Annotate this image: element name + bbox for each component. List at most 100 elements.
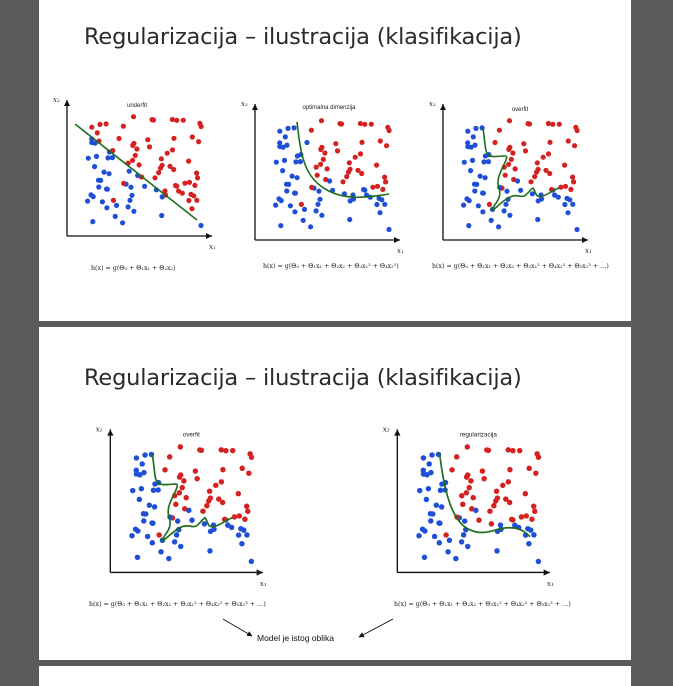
point-class-b [464, 444, 471, 450]
point-class-a [531, 532, 537, 538]
point-class-b [512, 166, 518, 172]
point-class-a [280, 144, 286, 150]
decision-boundary [438, 452, 531, 538]
point-class-a [289, 173, 295, 179]
point-class-b [132, 152, 138, 158]
y-axis-label: x₂ [53, 96, 60, 104]
point-class-b [103, 121, 109, 127]
point-class-a [129, 533, 135, 539]
point-class-b [156, 170, 162, 176]
x-axis-arrow [394, 237, 400, 243]
point-class-b [134, 146, 140, 152]
point-class-a [526, 541, 532, 547]
point-class-a [189, 517, 195, 523]
point-class-a [136, 496, 143, 503]
point-class-b [492, 139, 498, 146]
point-class-a [166, 555, 172, 562]
point-class-a [238, 525, 244, 532]
point-class-b [196, 139, 202, 145]
decision-boundary [482, 127, 560, 212]
point-class-a [146, 502, 153, 508]
point-class-b [182, 180, 188, 186]
point-class-b [244, 503, 250, 509]
point-class-a [473, 125, 479, 131]
x-axis-label: x₁ [209, 243, 216, 251]
point-class-a [469, 157, 476, 163]
point-class-b [247, 451, 253, 457]
point-class-b [230, 447, 236, 454]
point-class-b [186, 197, 192, 204]
point-class-a [278, 223, 284, 229]
point-class-a [422, 528, 428, 534]
point-class-b [500, 482, 506, 489]
point-class-a [286, 181, 292, 187]
point-class-b [324, 166, 330, 172]
point-class-b [476, 517, 482, 523]
point-class-a [142, 452, 148, 458]
y-axis-label: x₂ [383, 424, 390, 433]
point-class-a [570, 201, 576, 207]
note-same-model: Model je istog oblika [257, 633, 335, 643]
point-class-a [104, 205, 110, 211]
point-class-b [518, 514, 525, 520]
point-class-b [517, 447, 523, 454]
point-class-a [482, 175, 488, 181]
plot-overfit-2: x₂ x₁ overfit [96, 424, 267, 588]
point-class-b [235, 490, 242, 497]
point-class-b [470, 494, 476, 501]
point-class-a [424, 472, 430, 478]
point-class-a [420, 455, 427, 461]
point-class-a [458, 539, 465, 545]
point-class-a [308, 224, 314, 230]
point-class-a [446, 537, 453, 543]
x-axis-arrow [206, 233, 212, 239]
point-class-b [308, 127, 314, 133]
point-class-a [112, 213, 118, 219]
point-class-a [461, 202, 467, 208]
point-class-b [318, 161, 324, 167]
slide-title: Regularizacija – ilustracija (klasifikac… [84, 24, 522, 50]
point-class-b [130, 114, 137, 120]
point-class-b [508, 516, 515, 523]
point-class-b [189, 134, 195, 140]
point-class-b [573, 124, 579, 130]
point-class-b [572, 143, 578, 149]
point-class-b [181, 478, 187, 484]
point-class-a [135, 528, 141, 534]
point-class-a [426, 461, 432, 467]
point-class-a [141, 518, 147, 524]
panel-label: overfit [183, 432, 200, 439]
point-class-a [515, 178, 521, 184]
point-class-a [144, 533, 151, 540]
point-class-a [235, 532, 242, 538]
point-class-a [438, 504, 445, 510]
point-class-a [316, 188, 322, 194]
point-class-a [293, 159, 299, 165]
point-class-a [535, 216, 541, 223]
point-class-a [377, 210, 383, 216]
panel-label: underfit [127, 103, 147, 109]
formula-overfit-2: h(x) = g(Θ₀ + Θ₁x₁ + Θ₂x₂ + Θ₃x₁² + Θ₄x₂… [89, 601, 266, 608]
point-class-b [179, 484, 185, 491]
point-class-a [106, 171, 112, 177]
point-class-a [248, 558, 255, 565]
point-class-b [116, 135, 122, 142]
point-class-b [494, 495, 501, 501]
point-class-b [506, 161, 512, 167]
point-class-b [97, 121, 103, 127]
point-class-b [506, 118, 513, 124]
point-class-b [374, 162, 380, 168]
point-class-a [130, 487, 136, 494]
point-class-b [568, 186, 574, 192]
decision-boundary [151, 454, 233, 543]
point-class-b [571, 179, 577, 185]
point-class-a [101, 169, 107, 175]
point-class-b [556, 121, 562, 127]
point-class-b [502, 172, 508, 178]
point-class-a [538, 196, 545, 202]
point-class-b [110, 197, 116, 203]
point-class-a [93, 153, 100, 159]
point-class-b [550, 121, 556, 127]
y-axis-label: x₂ [429, 100, 436, 108]
point-class-b [505, 479, 512, 485]
